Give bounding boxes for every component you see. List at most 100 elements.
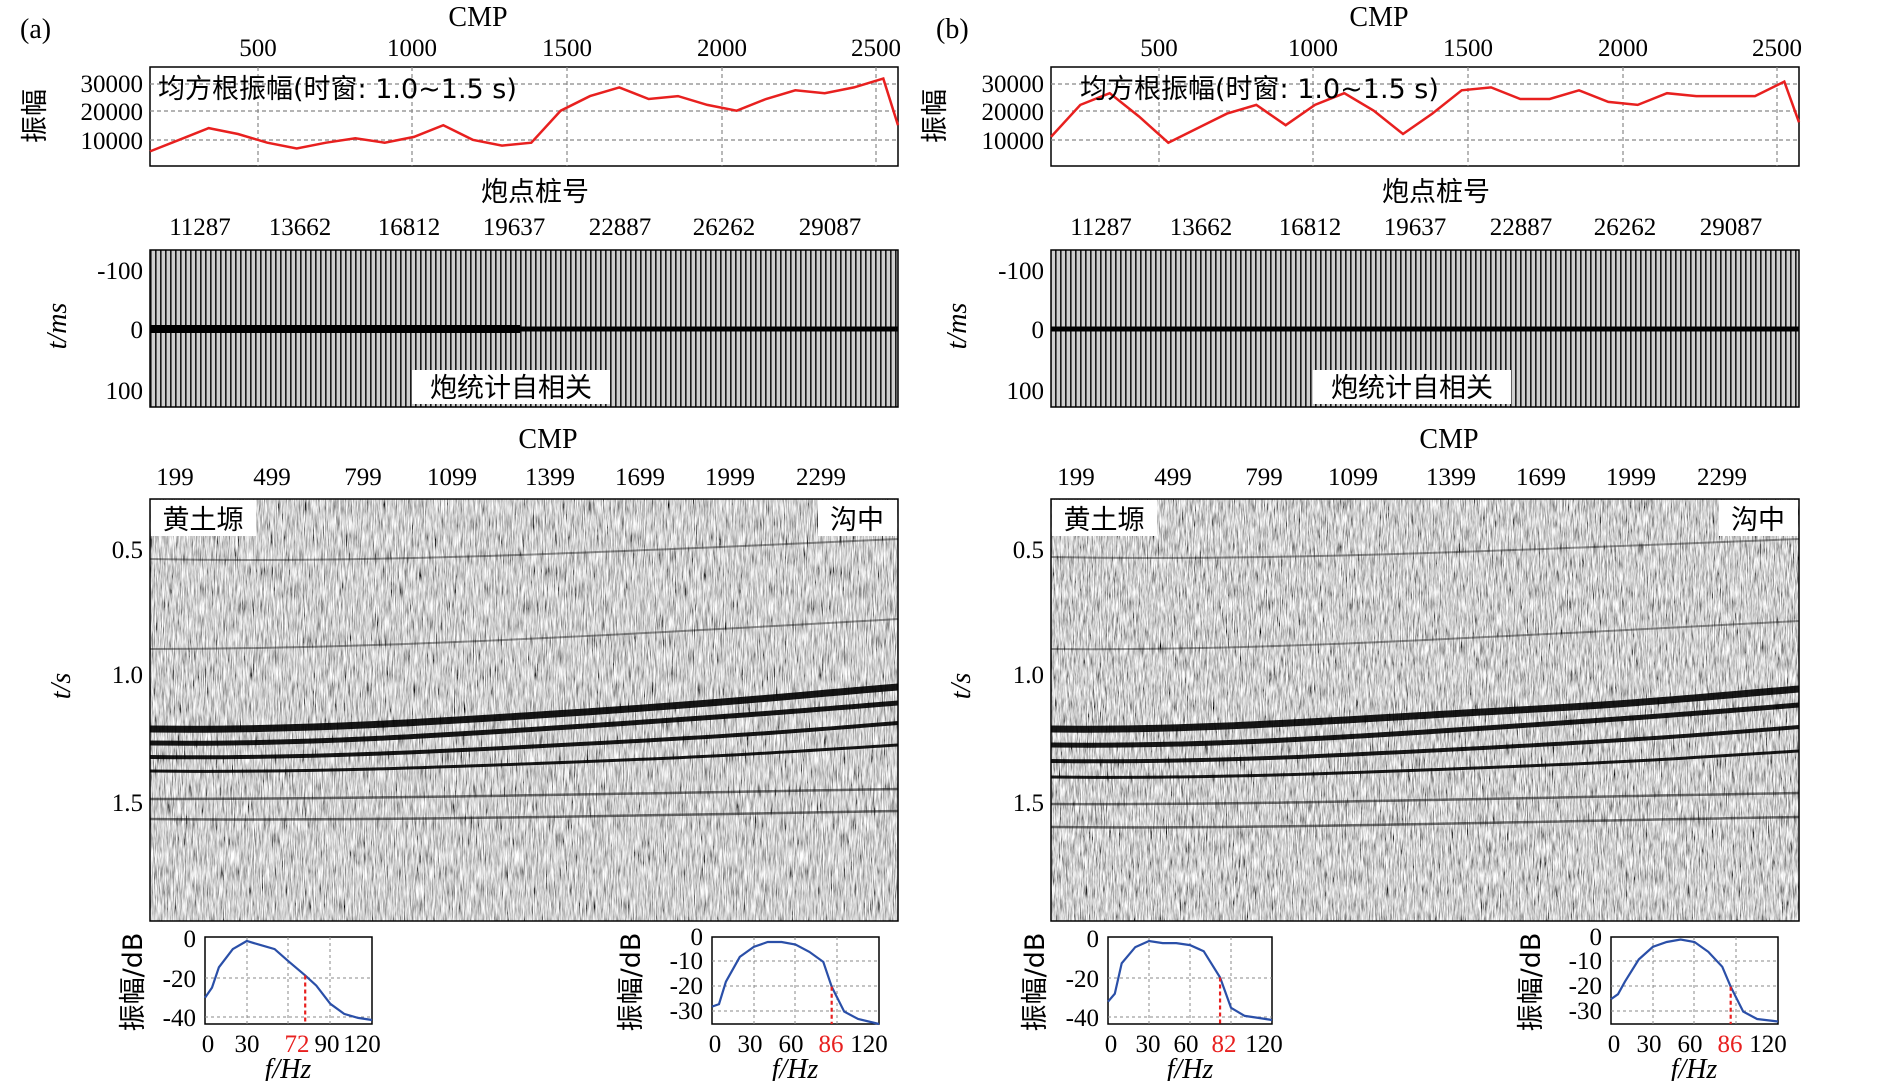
shots-ytick: -100 [97,258,143,285]
section-ytick: 0.5 [112,537,143,564]
section-xtick: 499 [1154,464,1192,491]
section-xtick: 799 [344,464,382,491]
rms-xtick: 500 [1140,35,1178,62]
rms-xlabel: CMP [1349,2,1408,33]
spectrum-ytick: -10 [670,948,703,975]
shots-xtick: 22887 [1490,214,1553,241]
shots-ylabel: t/ms [42,303,73,350]
shots-xtick: 16812 [1279,214,1342,241]
shots-xtick: 19637 [483,214,546,241]
section-frame [1050,498,1800,922]
section-xtick: 1699 [1516,464,1566,491]
rms-xlabel: CMP [448,2,507,33]
spectrum-xtick: 60 [779,1031,804,1058]
rms-ylabel: 振幅 [20,89,51,143]
panel-label: (b) [936,14,969,45]
section-xlabel: CMP [1419,424,1478,455]
spectrum-marker-label: 72 [285,1031,310,1058]
spectrum-marker-label: 86 [1718,1031,1743,1058]
left-tag-box [151,500,256,536]
spectrum-ytick: 0 [691,924,704,951]
shots-xtick: 26262 [1594,214,1657,241]
spectrum-xlabel: f/Hz [772,1054,819,1081]
spectrum-xtick: 120 [343,1031,381,1058]
spectrum-line [204,939,373,1022]
shots-xtick: 11287 [1070,214,1132,241]
spectrum-ytick: -20 [670,973,703,1000]
panel-a: (a) CMP 500 1000 1500 2000 2500 30000 20… [20,2,901,1081]
spectrum-chart-left: 0 -20 -40 0 30 90 120 72 f/Hz 振幅/dB [118,926,381,1081]
section-xtick: 1099 [427,464,477,491]
rms-ytick: 10000 [982,128,1045,155]
section-xtick: 1399 [1426,464,1476,491]
shots-ytick: -100 [998,258,1044,285]
shots-xtick: 19637 [1384,214,1447,241]
shots-xtick: 13662 [1170,214,1233,241]
rms-window-title: 均方根振幅(时窗: 1.0~1.5 s) [158,74,517,105]
spectrum-chart-left: 0 -20 -40 0 30 60 120 82 f/Hz 振幅/dB [1020,926,1283,1081]
spectrum-xlabel: f/Hz [1167,1054,1214,1081]
shots-ytick: 100 [106,378,144,405]
shots-xtick: 26262 [693,214,756,241]
rms-amplitude-chart: CMP 500 1000 1500 2000 2500 30000 20000 … [20,2,901,167]
shots-ytick: 0 [1032,317,1045,344]
spectrum-ytick: -10 [1569,948,1602,975]
rms-amplitude-line [1050,79,1801,145]
spectrum-ytick: -30 [670,998,703,1025]
rms-amplitude-chart: CMP 500 1000 1500 2000 2500 30000 20000 … [920,2,1802,167]
shots-xtick: 29087 [799,214,862,241]
section-xtick: 199 [156,464,194,491]
left-tag-box [1052,500,1157,536]
shots-xtick: 16812 [378,214,441,241]
seismic-section: CMP 199 499 799 1099 1399 1699 1999 2299 [46,424,899,922]
section-right-tag: 沟中 [830,505,884,536]
section-ytick: 0.5 [1013,537,1044,564]
section-left-tag: 黄土塬 [1064,505,1145,536]
spectrum-xlabel: f/Hz [1671,1054,1718,1081]
spectrum-xtick: 60 [1678,1031,1703,1058]
section-right-tag: 沟中 [1731,505,1785,536]
spectrum-xtick: 120 [1245,1031,1283,1058]
shots-ylabel: t/ms [942,303,973,350]
section-left-tag: 黄土塬 [163,505,244,536]
section-image [1051,499,1799,921]
shots-ytick: 100 [1007,378,1045,405]
shots-title-box [1313,370,1511,404]
rms-ytick: 20000 [982,99,1045,126]
spectrum-ytick: 0 [1590,924,1603,951]
section-xtick: 1399 [525,464,575,491]
section-ytick: 1.0 [1013,662,1044,689]
section-xtick: 1999 [705,464,755,491]
rms-xtick: 1000 [387,35,437,62]
rms-xtick: 1500 [542,35,592,62]
spectrum-chart-right: 0 -10 -20 -30 0 30 60 120 86 f/Hz 振幅/dB [616,924,888,1081]
right-tag-box [1719,500,1798,536]
spectrum-ytick: -30 [1569,998,1602,1025]
spectrum-line [1610,938,1779,1023]
spectrum-xtick: 90 [315,1031,340,1058]
spectrum-line [711,940,880,1026]
shots-xtick: 29087 [1700,214,1763,241]
section-ytick: 1.0 [112,662,143,689]
spectrum-xtick: 60 [1174,1031,1199,1058]
rms-ytick: 20000 [81,99,144,126]
spectrum-xtick: 0 [202,1031,215,1058]
spectrum-line [1107,939,1273,1022]
spectrum-ytick: -20 [1066,966,1099,993]
rms-xtick: 1500 [1443,35,1493,62]
spectrum-xtick: 0 [1105,1031,1118,1058]
rms-xtick: 2500 [851,35,901,62]
spectrum-ylabel: 振幅/dB [616,933,647,1032]
shots-xtick: 22887 [589,214,652,241]
section-xtick: 1999 [1606,464,1656,491]
spectrum-marker-label: 86 [819,1031,844,1058]
rms-ytick: 30000 [81,71,144,98]
rms-window-title: 均方根振幅(时窗: 1.0~1.5 s) [1080,74,1439,105]
section-xtick: 799 [1245,464,1283,491]
section-xtick: 1699 [615,464,665,491]
right-tag-box [818,500,897,536]
rms-xtick: 2000 [697,35,747,62]
spectrum-ytick: -20 [163,966,196,993]
spectrum-chart-right: 0 -10 -20 -30 0 30 60 120 86 f/Hz 振幅/dB [1516,924,1787,1081]
shots-title-box [412,370,610,404]
